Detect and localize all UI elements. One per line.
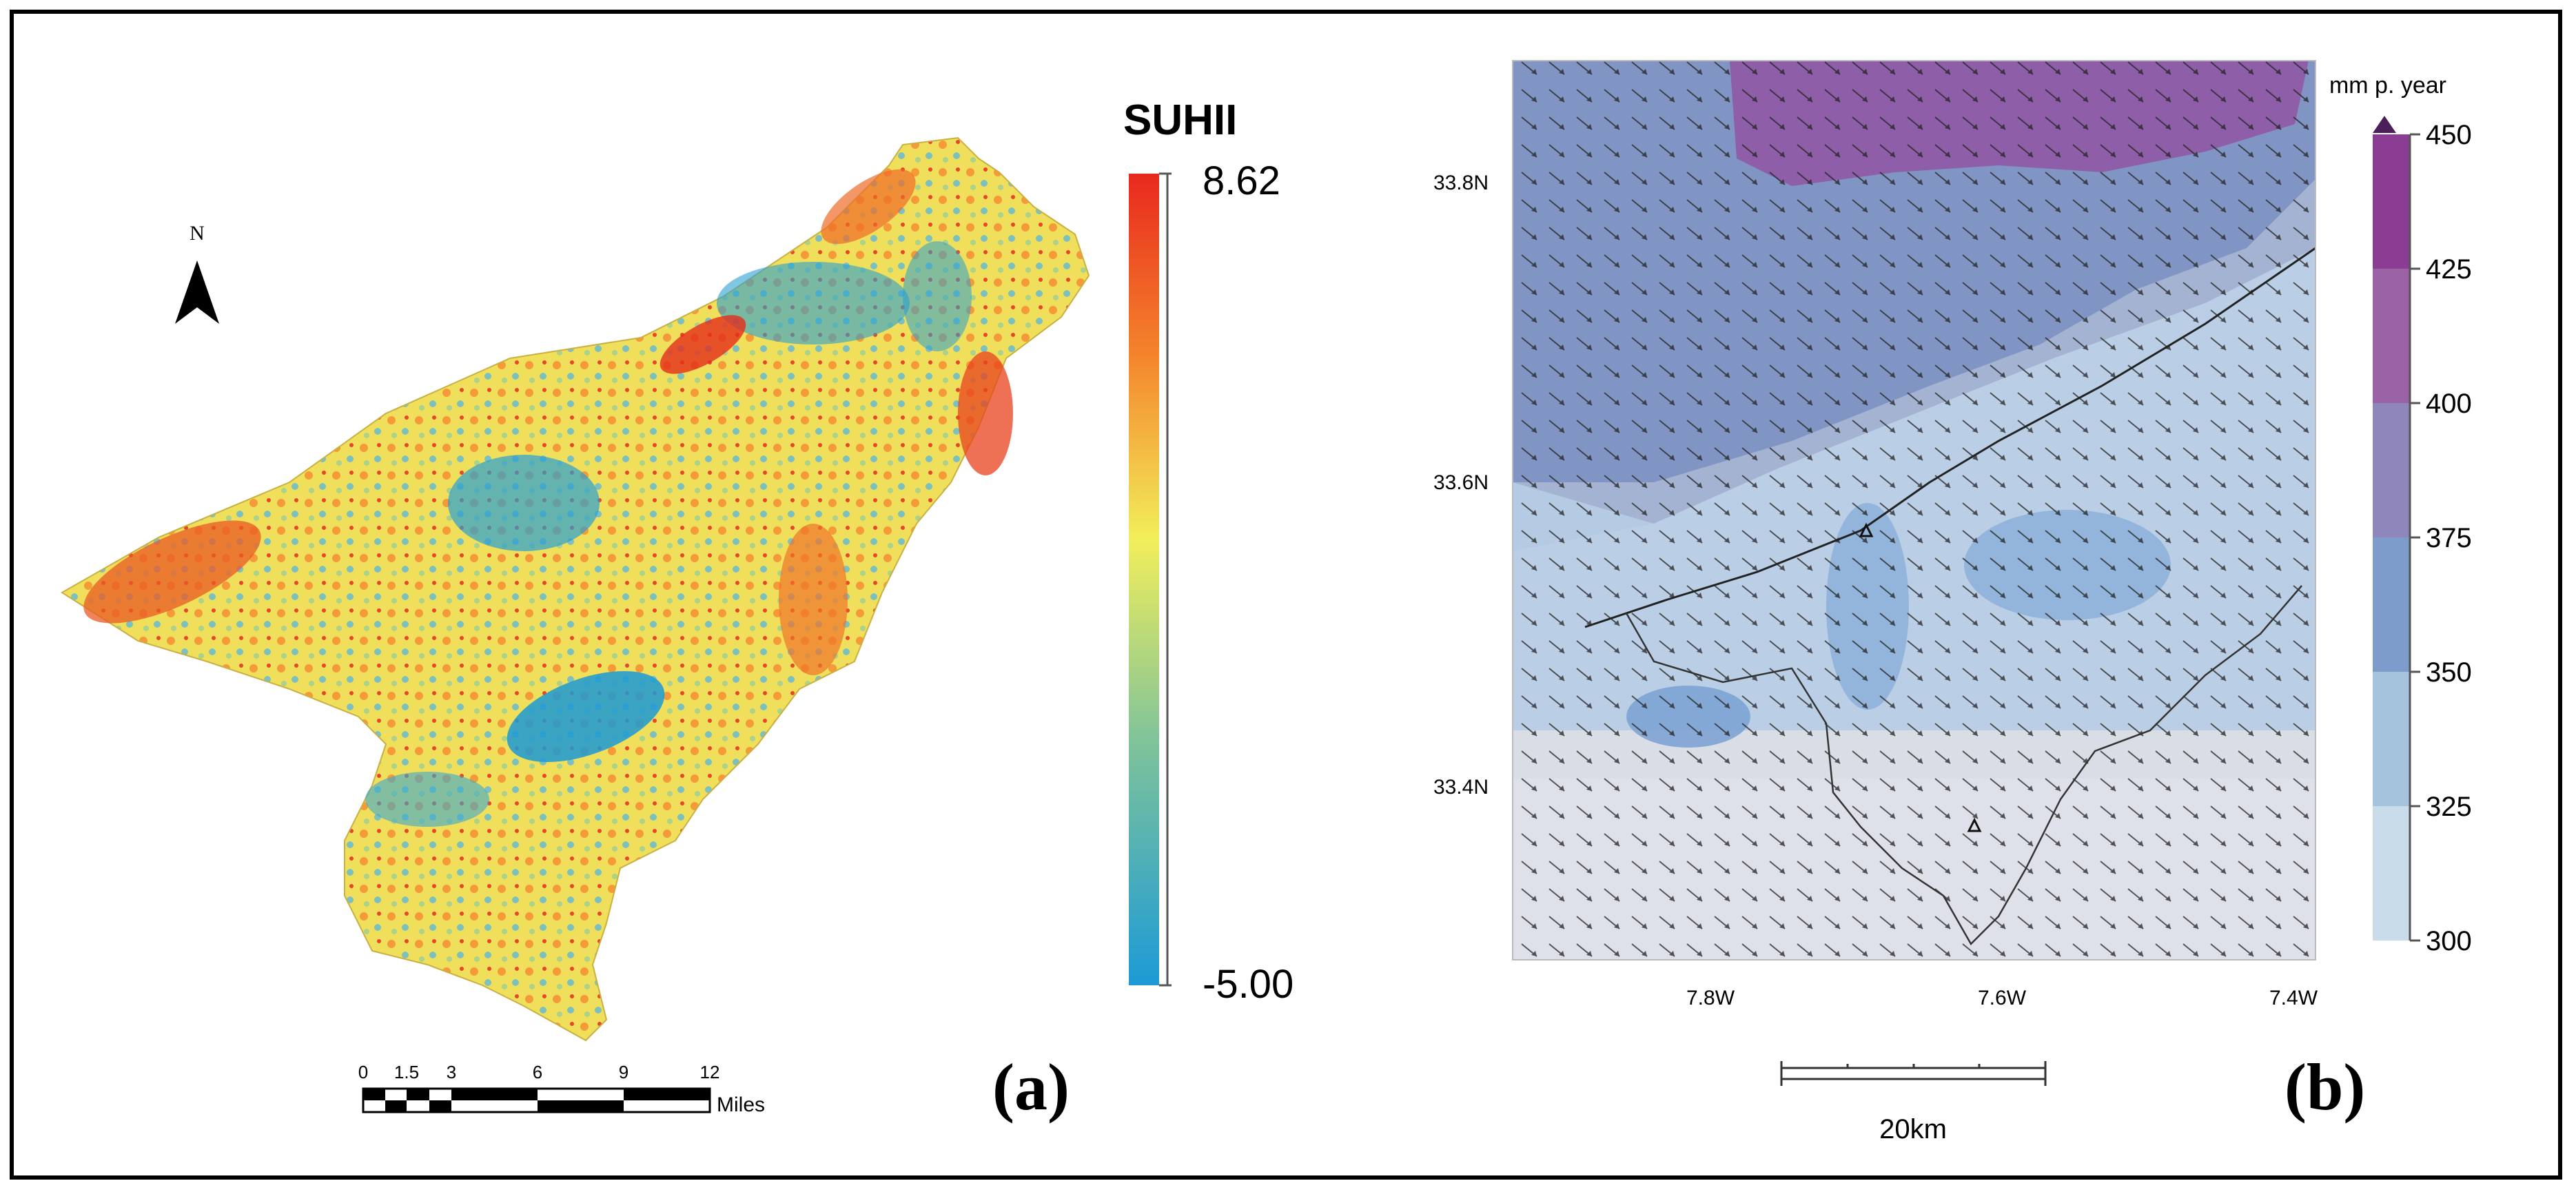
- lat-label: 33.4N: [1433, 776, 1489, 799]
- hot-patch: [83, 520, 261, 624]
- precipitation-map: [1513, 61, 2316, 960]
- north-label: N: [190, 222, 205, 245]
- cool-patch: [507, 671, 665, 762]
- panel-label-a: (a): [992, 1050, 1070, 1124]
- legend-tick-label: 400: [2426, 389, 2472, 419]
- lon-label: 7.6W: [1978, 987, 2027, 1009]
- legend-swatch: [2373, 672, 2410, 806]
- panel-label-b: (b): [2284, 1050, 2365, 1124]
- precip-legend: mm p. year 450 425 400 375 350 325 300: [2329, 72, 2472, 956]
- legend-unit: mm p. year: [2329, 72, 2446, 99]
- suhii-map: [61, 136, 1090, 1042]
- cool-patch: [365, 772, 489, 827]
- figure-frame: [10, 10, 2562, 1180]
- legend-swatch: [2373, 806, 2410, 941]
- legend-min: -5.00: [1203, 962, 1294, 1007]
- scale-bar-km: 20km: [1780, 1061, 2047, 1144]
- scale-tick: 0: [358, 1062, 368, 1082]
- legend-title: SUHII: [1123, 96, 1237, 144]
- lon-label: 7.8W: [1686, 987, 1735, 1009]
- legend-tick-label: 425: [2426, 254, 2472, 285]
- scale-tick: 9: [619, 1062, 628, 1082]
- legend-max: 8.62: [1203, 158, 1280, 203]
- hot-patch: [958, 351, 1013, 475]
- colorbar: [1129, 174, 1159, 985]
- scale-label: 20km: [1879, 1114, 1947, 1144]
- cool-patch: [717, 262, 910, 345]
- north-arrow: N: [175, 222, 219, 324]
- legend-swatch: [2373, 403, 2410, 537]
- extend-arrow-icon: [2373, 116, 2396, 133]
- scale-tick: 1.5: [394, 1062, 419, 1082]
- scale-bar-miles: 0 1.5 3 6 9 12 Miles: [358, 1062, 765, 1116]
- scale-tick: 12: [700, 1062, 720, 1082]
- legend-tick-label: 450: [2426, 120, 2472, 150]
- legend-tick-label: 375: [2426, 523, 2472, 553]
- lat-label: 33.6N: [1433, 471, 1489, 494]
- north-arrow-icon: [175, 260, 197, 324]
- legend-swatch: [2373, 269, 2410, 403]
- cool-patch: [448, 455, 600, 551]
- lat-label: 33.8N: [1433, 172, 1489, 194]
- legend-swatch: [2373, 537, 2410, 672]
- legend-tick-label: 325: [2426, 792, 2472, 822]
- legend-tick-label: 300: [2426, 926, 2472, 956]
- hot-patch: [660, 315, 746, 374]
- lon-label: 7.4W: [2269, 987, 2318, 1009]
- legend-tick-label: 350: [2426, 657, 2472, 688]
- scale-tick: 3: [447, 1062, 456, 1082]
- hot-patch: [821, 169, 916, 245]
- scale-unit: Miles: [717, 1093, 765, 1116]
- scale-tick: 6: [533, 1062, 542, 1082]
- suhii-legend: SUHII 8.62 -5.00: [1123, 96, 1294, 1007]
- cool-patch: [903, 241, 972, 351]
- hot-patch: [779, 524, 848, 675]
- legend-swatch: [2373, 134, 2410, 269]
